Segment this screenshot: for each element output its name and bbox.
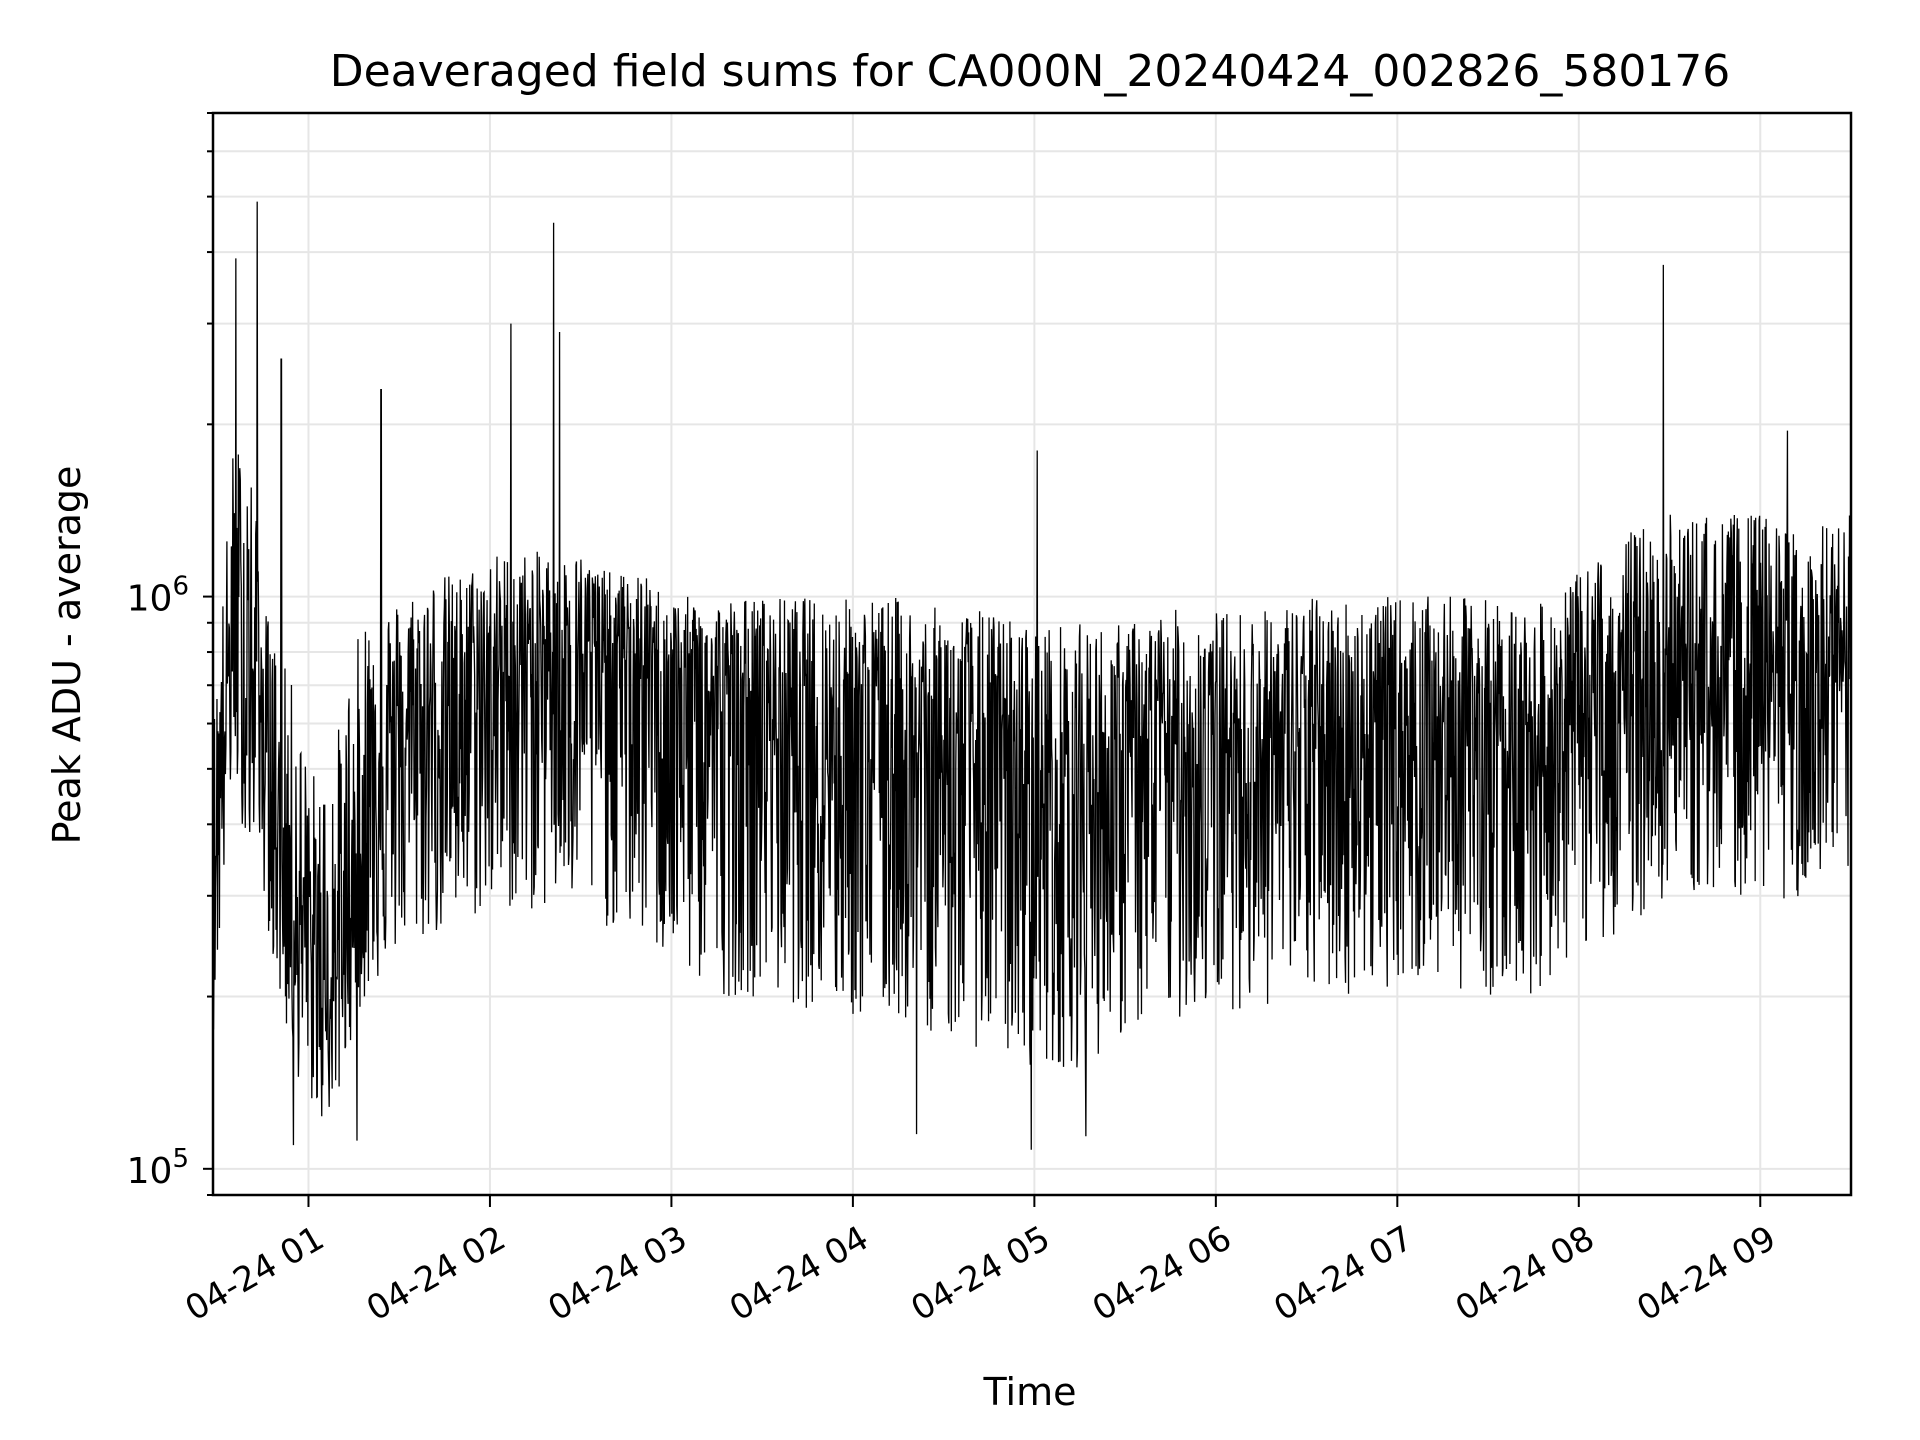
x-axis-label: Time [983, 1370, 1077, 1414]
series-line [212, 201, 1852, 1150]
y-tick-label: 105 [127, 1144, 189, 1192]
plot-frame [211, 111, 1853, 1197]
chart-title: Deaveraged field sums for CA000N_2024042… [330, 46, 1731, 97]
y-tick-label: 106 [127, 572, 189, 620]
y-axis-label: Peak ADU - average [45, 466, 89, 845]
